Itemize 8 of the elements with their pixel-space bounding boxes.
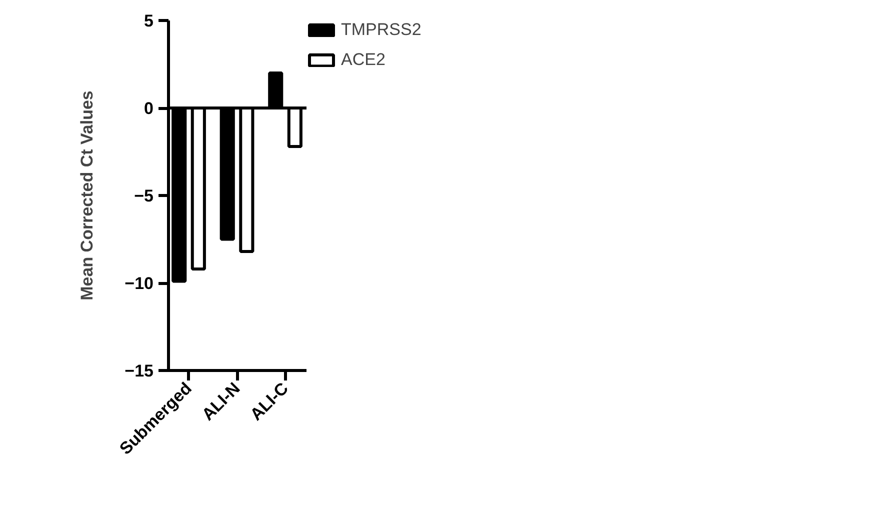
y-tick-label: 5: [144, 12, 154, 30]
y-tick-label: −5: [134, 186, 154, 206]
legend-label: ACE2: [341, 50, 386, 70]
y-tick-label: −10: [124, 274, 154, 293]
y-tick-label: 0: [144, 99, 154, 118]
y-axis-title: Mean Corrected Ct Values: [78, 90, 97, 300]
legend-label: TMPRSS2: [341, 20, 422, 40]
y-tick-label: −15: [124, 362, 154, 380]
